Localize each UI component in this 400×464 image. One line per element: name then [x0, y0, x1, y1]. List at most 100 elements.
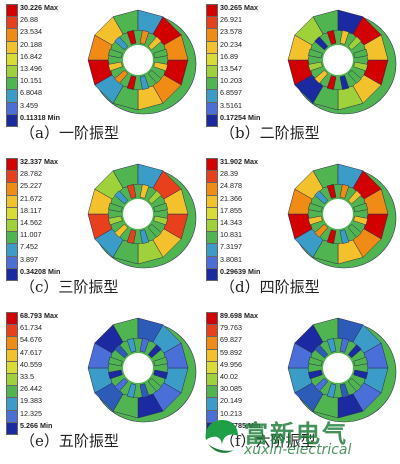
stator-tooth — [347, 190, 362, 205]
legend-label: 7.452 — [20, 242, 38, 252]
stator-tooth — [326, 29, 337, 45]
legend-label: 17.855 — [220, 205, 242, 215]
legend-row: 54.676 — [6, 335, 90, 350]
color-legend: 31.902 Max 28.39 24.878 21.366 17.855 14.343 1… — [206, 157, 290, 282]
legend-row: 49.956 — [206, 359, 290, 375]
stator-tooth — [114, 344, 129, 359]
stator-mode-shape — [87, 9, 197, 115]
ring-segment — [363, 188, 389, 215]
legend-label: 25.227 — [20, 181, 42, 191]
legend-row: 0.29639 Min — [206, 267, 290, 282]
legend-label: 31.902 Max — [220, 157, 258, 166]
legend-label: 61.734 — [20, 323, 42, 333]
ring-segment — [363, 342, 389, 369]
stator-tooth — [326, 75, 337, 91]
watermark-url: xuxin-electrical — [244, 442, 352, 458]
legend-label: 32.337 Max — [20, 157, 58, 166]
legend-label: 26.88 — [20, 15, 38, 25]
legend-label: 23.578 — [220, 27, 242, 37]
stator-bore — [123, 45, 153, 75]
color-legend: 89.698 Max 79.763 69.827 59.892 49.956 40.02 3… — [206, 311, 290, 436]
stator-tooth — [153, 356, 169, 367]
stator-tooth — [307, 202, 323, 213]
stator-tooth — [114, 36, 129, 51]
stator-tooth — [353, 215, 369, 226]
mode-panel-f: 89.698 Max 79.763 69.827 59.892 49.956 40.02 3… — [200, 308, 400, 462]
stator-tooth — [339, 383, 350, 399]
stator-tooth — [307, 215, 323, 226]
stator-mode-shape — [287, 317, 397, 423]
legend-label: 13.496 — [20, 63, 42, 73]
legend-label: 89.698 Max — [220, 311, 258, 320]
stator-tooth — [147, 36, 162, 51]
stator-tooth — [353, 202, 369, 213]
legend-row: 31.902 Max — [206, 157, 290, 172]
legend-label: 6.8597 — [220, 88, 242, 98]
stator-tooth — [107, 61, 123, 72]
legend-row: 40.02 — [206, 371, 290, 387]
stator-tooth — [314, 377, 329, 392]
stator-tooth — [139, 29, 150, 45]
stator-tooth — [147, 190, 162, 205]
ring-segment — [163, 342, 189, 369]
legend-label: 10.151 — [20, 76, 42, 86]
legend-label: 40.02 — [220, 371, 238, 381]
stator-tooth — [147, 377, 162, 392]
legend-label: 59.892 — [220, 347, 242, 357]
stator-tooth — [314, 344, 329, 359]
mode-caption: （c）三阶振型 — [20, 278, 119, 296]
stator-tooth — [107, 369, 123, 380]
stator-bore — [323, 353, 353, 383]
legend-label: 21.366 — [220, 193, 242, 203]
legend-label: 28.39 — [220, 169, 238, 179]
legend-row: 17.855 — [206, 205, 290, 221]
legend-label: 20.149 — [220, 396, 242, 406]
stator-bore — [123, 199, 153, 229]
stator-tooth — [353, 48, 369, 59]
stator-tooth — [339, 229, 350, 245]
legend-row: 6.8048 — [6, 88, 90, 103]
stator-tooth — [353, 356, 369, 367]
legend-label: 3.459 — [20, 100, 38, 110]
stator-tooth — [139, 75, 150, 91]
legend-label: 23.534 — [20, 27, 42, 37]
legend-label: 40.559 — [20, 359, 42, 369]
stator-tooth — [326, 337, 337, 353]
legend-label: 3.8081 — [220, 254, 242, 264]
legend-label: 30.265 Max — [220, 3, 258, 12]
legend-label: 10.203 — [220, 76, 242, 86]
legend-row: 7.3197 — [206, 242, 290, 257]
stator-tooth — [314, 69, 329, 84]
mode-panel-c: 32.337 Max 28.782 25.227 21.672 18.117 14.562… — [0, 154, 200, 308]
stator-tooth — [326, 383, 337, 399]
stator-tooth — [114, 190, 129, 205]
legend-row: 10.213 — [206, 409, 290, 423]
stator-tooth — [126, 229, 137, 245]
legend-label: 68.793 Max — [20, 311, 58, 320]
legend-label: 24.878 — [220, 181, 242, 191]
stator-tooth — [147, 69, 162, 84]
stator-tooth — [347, 377, 362, 392]
color-legend: 30.226 Max 26.88 23.534 20.188 16.842 13.496 1… — [6, 3, 90, 128]
stator-tooth — [339, 75, 350, 91]
legend-label: 54.676 — [20, 335, 42, 345]
legend-label: 16.89 — [220, 51, 238, 61]
stator-tooth — [114, 377, 129, 392]
mode-panel-e: 68.793 Max 61.734 54.676 47.617 40.559 33.5 26… — [0, 308, 200, 462]
legend-label: 33.5 — [20, 371, 34, 381]
color-legend: 68.793 Max 61.734 54.676 47.617 40.559 33.5 26… — [6, 311, 90, 436]
stator-tooth — [347, 223, 362, 238]
watermark: 富新电气 xuxin-electrical — [200, 414, 400, 462]
stator-tooth — [307, 48, 323, 59]
mode-caption: （b）二阶振型 — [220, 124, 320, 142]
stator-tooth — [126, 29, 137, 45]
stator-tooth — [339, 337, 350, 353]
stator-mode-shape — [87, 163, 197, 269]
legend-label: 20.234 — [220, 39, 242, 49]
legend-label: 3.897 — [20, 254, 38, 264]
legend-row: 20.234 — [206, 39, 290, 54]
legend-label: 49.956 — [220, 359, 242, 369]
stator-tooth — [326, 183, 337, 199]
legend-row: 0.34208 Min — [6, 267, 90, 282]
legend-swatch — [6, 421, 18, 436]
